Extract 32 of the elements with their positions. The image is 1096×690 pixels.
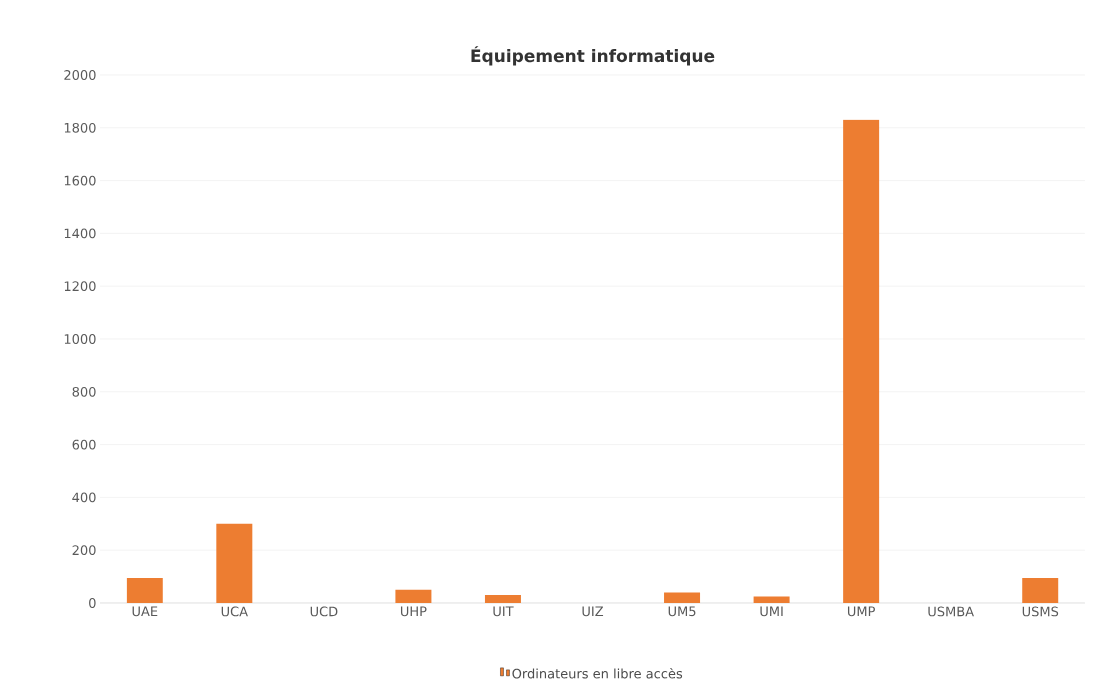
chart-title: Équipement informatique <box>471 46 715 66</box>
bar <box>395 589 432 603</box>
x-tick-label: UM5 <box>668 606 696 617</box>
y-tick-label: 1400 <box>64 228 96 239</box>
x-tick-label: UMI <box>760 606 783 617</box>
y-tick-label: 2000 <box>64 70 96 80</box>
y-tick-label: 800 <box>72 386 96 397</box>
x-tick-label: USMBA <box>928 606 974 617</box>
bar <box>484 595 521 603</box>
bar <box>216 523 253 603</box>
x-tick-label: UMP <box>847 606 875 617</box>
x-tick-label: UAE <box>132 606 158 617</box>
x-tick-label: UIT <box>493 606 514 617</box>
bar <box>664 592 701 603</box>
y-tick-label: 1200 <box>64 281 96 292</box>
legend-label: Ordinateurs en libre accès <box>512 667 683 679</box>
x-tick-label: UHP <box>400 606 427 617</box>
y-tick-label: 1800 <box>64 122 96 133</box>
x-tick-label: UCD <box>310 606 338 617</box>
y-tick-label: 1600 <box>64 175 96 186</box>
y-tick-label: 1000 <box>64 334 96 344</box>
y-tick-label: 200 <box>72 545 96 556</box>
bar <box>1022 577 1059 603</box>
bar <box>843 119 880 603</box>
y-tick-label: 600 <box>72 439 96 450</box>
x-tick-label: USMS <box>1022 606 1059 617</box>
y-tick-label: 400 <box>72 492 96 503</box>
y-tick-label: 0 <box>89 598 96 608</box>
x-tick-label: UIZ <box>582 606 604 617</box>
x-tick-label: UCA <box>221 606 248 617</box>
bar <box>753 596 790 603</box>
bar <box>126 577 163 603</box>
